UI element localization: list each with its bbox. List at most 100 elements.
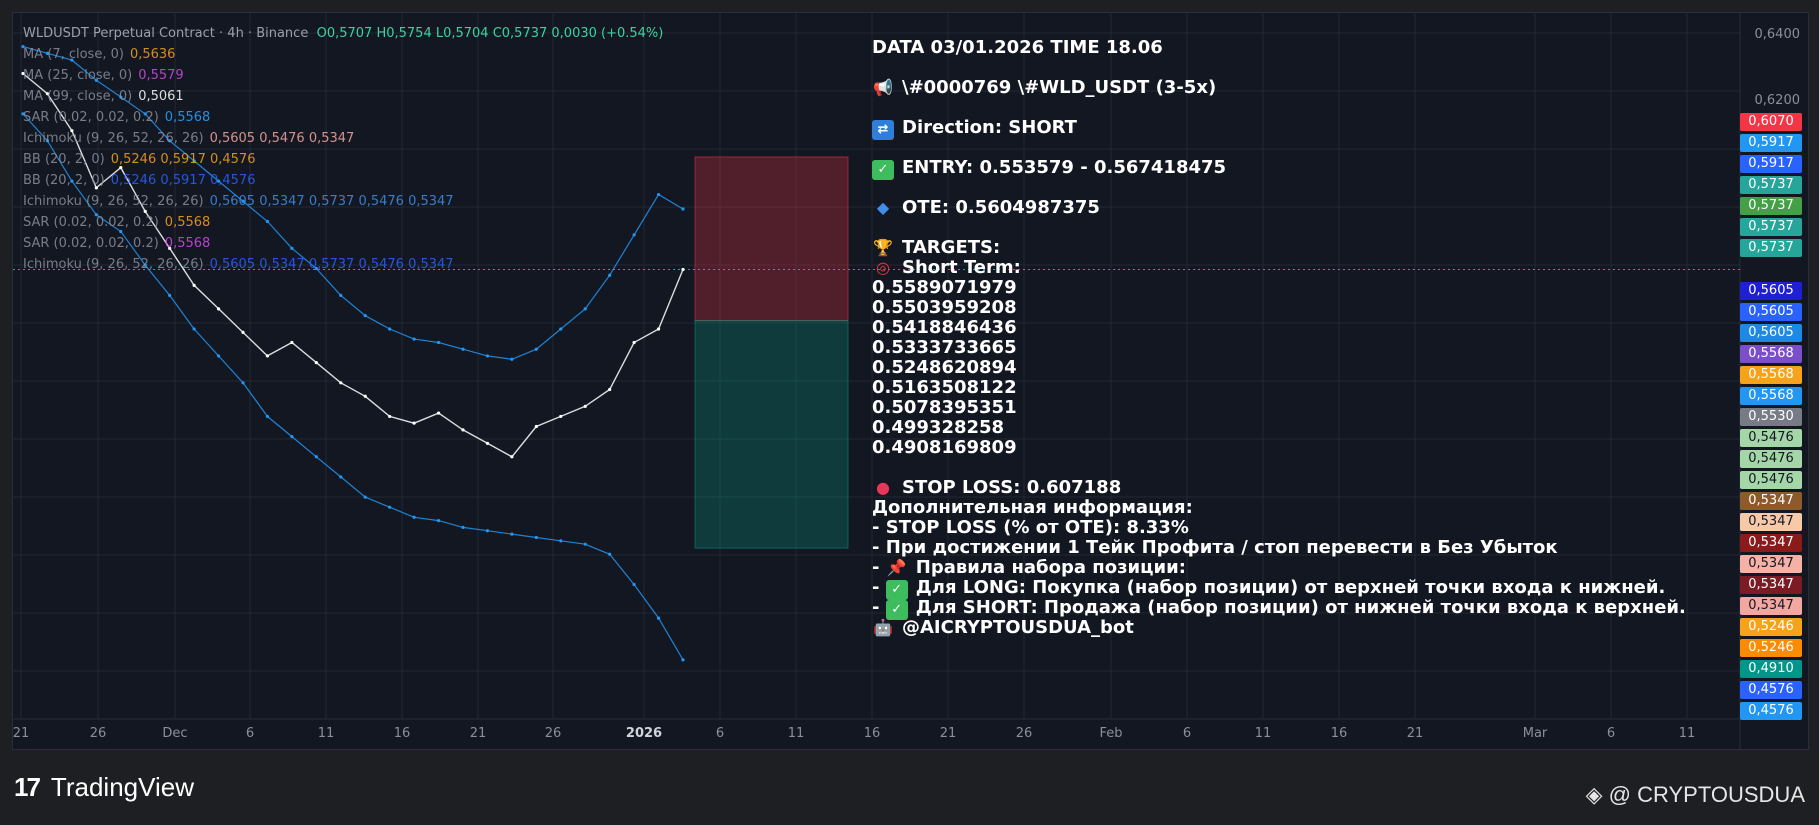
- legend-label: Ichimoku (9, 26, 52, 26, 26): [23, 257, 204, 272]
- stop-loss-zone: [694, 156, 849, 322]
- legend-label: Ichimoku (9, 26, 52, 26, 26): [23, 194, 204, 209]
- symbol-header: WLDUSDT Perpetual Contract · 4h · Binanc…: [23, 23, 663, 44]
- data-point: [143, 112, 147, 116]
- legend-row[interactable]: SAR (0.02, 0.02, 0.2) 0,5568: [23, 233, 663, 254]
- price-tag: 0,5737: [1740, 218, 1802, 236]
- data-point: [436, 340, 441, 345]
- price-axis[interactable]: 0,6400 0,6200 0,6070 0,5917 0,5917 0,5737 0,57…: [1740, 13, 1808, 728]
- tradingview-logo[interactable]: 17 TradingView: [14, 772, 194, 802]
- legend-value: 0,5605 0,5476 0,5347: [209, 131, 355, 146]
- data-point: [388, 327, 392, 331]
- target-value: 0.5333733665: [872, 337, 1017, 358]
- extra-title: Дополнительная информация:: [872, 497, 1193, 518]
- target-value: 0.5503959208: [872, 297, 1017, 318]
- data-point: [241, 381, 245, 385]
- data-point: [461, 428, 465, 432]
- legend-label: MA (99, close, 0): [23, 89, 133, 104]
- data-point: [168, 293, 172, 297]
- legend-label: Ichimoku (9, 26, 52, 26, 26): [23, 131, 204, 146]
- time-tick: 6: [1182, 726, 1192, 741]
- data-point: [461, 347, 465, 351]
- legend-row[interactable]: Ichimoku (9, 26, 52, 26, 26) 0,5605 0,534…: [23, 191, 663, 212]
- signal-stop-loss: ● STOP LOSS: 0.607188: [872, 478, 1702, 498]
- data-point: [485, 354, 490, 358]
- price-tag: 0,4576: [1740, 702, 1802, 720]
- series-line-close: [22, 72, 684, 458]
- time-tick: 6: [1606, 726, 1616, 741]
- data-point: [143, 209, 147, 213]
- extra-stop-percent: - STOP LOSS (% от OTE): 8.33%: [872, 517, 1189, 538]
- time-tick: 6: [245, 726, 255, 741]
- data-point: [388, 505, 392, 509]
- data-point: [656, 192, 661, 197]
- price-chart[interactable]: [13, 13, 1808, 749]
- data-point: [143, 263, 147, 267]
- data-point: [608, 552, 612, 556]
- signal-ote: ◆ OTE: 0.5604987375: [872, 198, 1702, 218]
- data-point: [436, 411, 441, 415]
- take-profit-zone: [694, 320, 849, 549]
- price-tag: 0,5568: [1740, 387, 1802, 405]
- series-line-bb-upper: [22, 46, 684, 360]
- legend-row[interactable]: Ichimoku (9, 26, 52, 26, 26) 0,5605 0,534…: [23, 254, 663, 275]
- red-circle-icon: ●: [876, 478, 890, 497]
- price-tag: 0,5737: [1740, 197, 1802, 215]
- legend-value: 0,5568: [164, 110, 211, 125]
- data-point: [265, 414, 270, 419]
- time-tick: 26: [1015, 726, 1033, 741]
- time-axis[interactable]: 21 26 Dec 6 11 16 21 26 2026 6 11 16 21 26 Feb 6 11 16 21 M…: [13, 719, 1740, 749]
- legend-row[interactable]: MA (25, close, 0) 0,5579: [23, 65, 663, 86]
- signal-entry: ✓ ENTRY: 0.553579 - 0.567418475: [872, 158, 1702, 180]
- data-point: [119, 95, 123, 99]
- legend-row[interactable]: BB (20, 2, 0) 0,5246 0,5917 0,4576: [23, 149, 663, 170]
- data-point: [70, 129, 74, 133]
- target-value: 0.5078395351: [872, 397, 1017, 418]
- data-point: [192, 283, 196, 287]
- legend-row[interactable]: SAR (0.02, 0.02, 0.2) 0,5568: [23, 107, 663, 128]
- price-tag: 0,5917: [1740, 134, 1802, 152]
- data-point: [632, 233, 636, 237]
- data-point: [70, 58, 74, 62]
- legend-row[interactable]: SAR (0.02, 0.02, 0.2) 0,5568: [23, 212, 663, 233]
- legend-row[interactable]: Ichimoku (9, 26, 52, 26, 26) 0,5605 0,547…: [23, 128, 663, 149]
- time-tick: 11: [317, 726, 335, 741]
- signal-panel: DATA 03/01.2026 TIME 18.06 📢 \#0000769 \#…: [872, 38, 1702, 638]
- price-axis-label: 0,6200: [1754, 93, 1801, 108]
- data-point: [70, 179, 74, 183]
- indicator-legend: WLDUSDT Perpetual Contract · 4h · Binanc…: [23, 23, 663, 275]
- data-point: [656, 616, 661, 620]
- chart-frame[interactable]: WLDUSDT Perpetual Contract · 4h · Binanc…: [12, 12, 1809, 750]
- bot-handle: 🤖 @AICRYPTOUSDUA_bot: [873, 617, 1134, 638]
- time-tick: 11: [1254, 726, 1272, 741]
- data-point: [241, 330, 245, 334]
- data-point: [510, 532, 514, 536]
- legend-label: SAR (0.02, 0.02, 0.2): [23, 236, 159, 251]
- legend-row[interactable]: BB (20, 2, 0) 0,5246 0,5917 0,4576: [23, 170, 663, 191]
- signal-tag-line: 📢 \#0000769 \#WLD_USDT (3-5x): [873, 77, 1217, 98]
- legend-value: 0,5246 0,5917 0,4576: [110, 173, 256, 188]
- price-tag: 0,5917: [1740, 155, 1802, 173]
- legend-label: BB (20, 2, 0): [23, 173, 105, 188]
- legend-row[interactable]: MA (99, close, 0) 0,5061: [23, 86, 663, 107]
- check-icon: ✓: [885, 580, 908, 600]
- robot-icon: 🤖: [873, 618, 893, 637]
- data-point: [436, 519, 441, 523]
- data-point: [559, 539, 563, 543]
- price-tag: 0,5476: [1740, 471, 1802, 489]
- signal-targets-title: 🏆 TARGETS:: [873, 237, 1001, 258]
- data-point: [583, 307, 587, 311]
- time-tick: 21: [469, 726, 487, 741]
- legend-value: 0,5568: [164, 236, 211, 251]
- price-tag: 0,5605: [1740, 303, 1802, 321]
- price-tag: 0,5568: [1740, 366, 1802, 384]
- price-tag: 0,5347: [1740, 534, 1802, 552]
- data-point: [559, 414, 563, 419]
- price-tag: 0,5530: [1740, 408, 1802, 426]
- data-point: [314, 266, 318, 271]
- legend-row[interactable]: MA (7, close, 0) 0,5636: [23, 44, 663, 65]
- legend-value: 0,5061: [138, 89, 184, 104]
- legend-label: SAR (0.02, 0.02, 0.2): [23, 110, 159, 125]
- data-point: [192, 327, 196, 331]
- price-tag: 0,5568: [1740, 345, 1802, 363]
- time-tick: Dec: [162, 726, 188, 741]
